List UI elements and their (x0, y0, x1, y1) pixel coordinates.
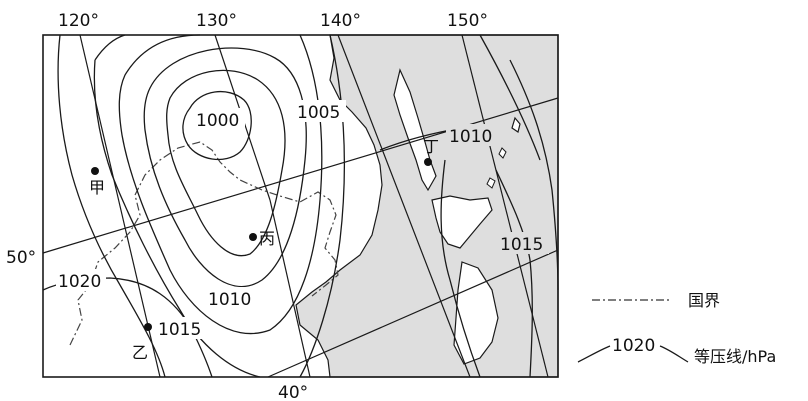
label-isobar-1020: 1020 (58, 272, 101, 292)
label-isobar-1000: 1000 (196, 111, 239, 131)
isobar-east-right (509, 59, 559, 291)
label-lon-150: 150° (447, 11, 488, 31)
isobar-1005-closed (166, 69, 286, 257)
label-place-yi: 乙 (132, 343, 148, 362)
parallel-50 (42, 97, 559, 254)
label-isobar-1005: 1005 (297, 103, 340, 123)
isobar-labels: 1000 1005 1010 1010 1015 1015 1020 (56, 100, 549, 340)
isobars (42, 34, 559, 378)
isobar-1000-closed (182, 90, 252, 161)
small-island-north (511, 116, 521, 133)
legend: 国界 1020 等压线/hPa (577, 291, 776, 366)
label-isobar-1015-east: 1015 (500, 235, 543, 255)
isobar-ring-4 (118, 34, 323, 335)
legend-isobar-label: 等压线/hPa (694, 347, 776, 366)
isobar-east-right-2 (479, 34, 541, 161)
honshu-north (453, 261, 499, 365)
meridian-130-lower (269, 199, 311, 378)
marker-bing (249, 233, 257, 241)
isobar-ring-7 (57, 34, 166, 378)
label-lat-50: 50° (6, 248, 36, 268)
legend-isobar-sample-value: 1020 (612, 336, 655, 356)
label-place-bing: 丙 (259, 229, 275, 248)
national-border (69, 141, 339, 346)
isobar-1015-east (495, 169, 533, 378)
parallel-40 (267, 249, 559, 378)
isobar-ring-3 (143, 47, 307, 287)
legend-border-label: 国界 (688, 291, 720, 310)
hokkaido-island (431, 195, 493, 249)
label-lon-120: 120° (58, 11, 99, 31)
label-isobar-1015-south: 1015 (158, 320, 201, 340)
meridian-120 (79, 34, 161, 378)
label-lat-40: 40° (278, 383, 308, 401)
label-lon-140: 140° (320, 11, 361, 31)
kuril-islet-2 (486, 177, 496, 189)
label-place-jia: 甲 (89, 178, 105, 197)
kuril-islet-1 (498, 147, 507, 159)
label-place-ding: 丁 (423, 137, 439, 156)
label-isobar-1010-east: 1010 (449, 127, 492, 147)
meridian-140 (337, 34, 471, 378)
marker-yi (144, 323, 152, 331)
label-lon-130: 130° (196, 11, 237, 31)
marker-jia (91, 167, 99, 175)
label-isobar-1010-south: 1010 (208, 290, 251, 310)
isobar-ring-5 (93, 34, 345, 378)
marker-ding (424, 158, 432, 166)
legend-isobar-sample (577, 345, 689, 363)
meridian-150 (461, 34, 549, 378)
